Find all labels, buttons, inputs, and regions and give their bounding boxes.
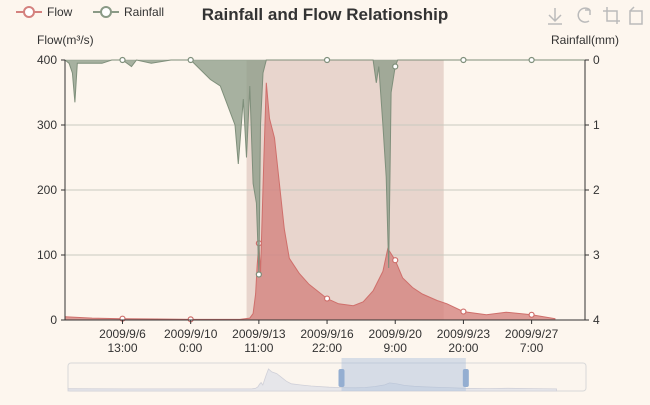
right-axis-tick-label: 1 bbox=[593, 118, 600, 132]
legend-marker-icon bbox=[23, 6, 35, 18]
left-axis-tick-label: 200 bbox=[37, 183, 57, 197]
right-axis-tick-label: 0 bbox=[593, 53, 600, 67]
rainfall-point bbox=[119, 56, 126, 64]
x-axis-tick-label: 2009/9/27 bbox=[505, 327, 559, 341]
download-icon[interactable] bbox=[548, 8, 562, 25]
axes-layer: 0 100 200 300 400 0 1 2 3 4 Flow(m³/s) Rainfall(mm)… bbox=[37, 33, 619, 355]
x-axis-tick-label-time: 9:00 bbox=[384, 341, 408, 355]
x-axis-tick-label-time: 13:00 bbox=[107, 341, 137, 355]
zoom-icon-shape bbox=[603, 7, 620, 24]
zoom-back-icon[interactable] bbox=[629, 6, 643, 25]
left-axis-label: Flow(m³/s) bbox=[37, 33, 94, 47]
data-zoom-handle-right[interactable] bbox=[462, 369, 469, 387]
right-axis-tick-label: 2 bbox=[593, 183, 600, 197]
rainfall-point bbox=[460, 56, 467, 64]
left-axis-tick-label: 300 bbox=[37, 118, 57, 132]
download-icon-shape bbox=[548, 8, 562, 25]
x-axis-tick-label-time: 11:00 bbox=[244, 341, 273, 355]
rainfall-point bbox=[392, 63, 399, 70]
rainfall-line bbox=[64, 59, 585, 275]
legend-item-rainfall[interactable]: Rainfall bbox=[93, 5, 164, 19]
flow-point bbox=[392, 257, 399, 264]
x-axis-tick-label: 2009/9/16 bbox=[300, 327, 354, 341]
x-axis-tick-label: 2009/9/23 bbox=[437, 327, 491, 341]
x-axis-tick-label-time: 0:00 bbox=[179, 341, 203, 355]
legend-item-flow[interactable]: Flow bbox=[16, 5, 73, 19]
left-axis-tick-label: 400 bbox=[37, 53, 57, 67]
right-axis-tick-label: 4 bbox=[593, 313, 600, 327]
right-axis-tick-label: 3 bbox=[593, 248, 600, 262]
right-axis-label: Rainfall(mm) bbox=[551, 33, 619, 47]
legend-label: Rainfall bbox=[124, 5, 164, 19]
flow-point bbox=[460, 308, 467, 315]
flow-point bbox=[528, 311, 535, 318]
x-axis-tick-label-time: 7:00 bbox=[520, 341, 544, 355]
flow-line bbox=[64, 82, 556, 320]
flow-series-layer bbox=[64, 82, 556, 323]
legend-label: Flow bbox=[47, 5, 73, 19]
data-zoom-slider[interactable] bbox=[67, 358, 587, 392]
zoom-back-icon-shape bbox=[629, 6, 643, 25]
legend[interactable]: Flow Rainfall bbox=[16, 5, 164, 19]
rainfall-point bbox=[323, 56, 331, 64]
left-axis-tick-label: 100 bbox=[37, 248, 57, 262]
toolbox[interactable] bbox=[548, 6, 643, 25]
x-axis-tick-label: 2009/9/6 bbox=[99, 327, 146, 341]
rainfall-point bbox=[528, 56, 535, 64]
refresh-icon[interactable] bbox=[577, 7, 591, 23]
legend-marker-icon bbox=[100, 6, 112, 18]
rainfall-series-layer bbox=[64, 56, 585, 278]
flow-point bbox=[323, 295, 331, 302]
rainfall-point bbox=[187, 56, 194, 64]
x-axis-tick-label: 2009/9/20 bbox=[369, 327, 423, 341]
data-zoom-handle-left[interactable] bbox=[338, 369, 345, 387]
x-axis-tick-label-time: 22:00 bbox=[312, 341, 342, 355]
x-axis-tick-label: 2009/9/13 bbox=[232, 327, 286, 341]
zoom-icon[interactable] bbox=[603, 7, 620, 24]
data-zoom-preview bbox=[67, 368, 557, 392]
left-axis-tick-label: 0 bbox=[50, 313, 57, 327]
x-axis-tick-label-time: 20:00 bbox=[448, 341, 478, 355]
refresh-icon-shape bbox=[577, 7, 591, 23]
x-axis-tick-label: 2009/9/10 bbox=[164, 327, 218, 341]
rainfall-point bbox=[255, 271, 262, 278]
data-zoom-window[interactable] bbox=[341, 358, 466, 391]
chart-title: Rainfall and Flow Relationship bbox=[202, 5, 449, 24]
